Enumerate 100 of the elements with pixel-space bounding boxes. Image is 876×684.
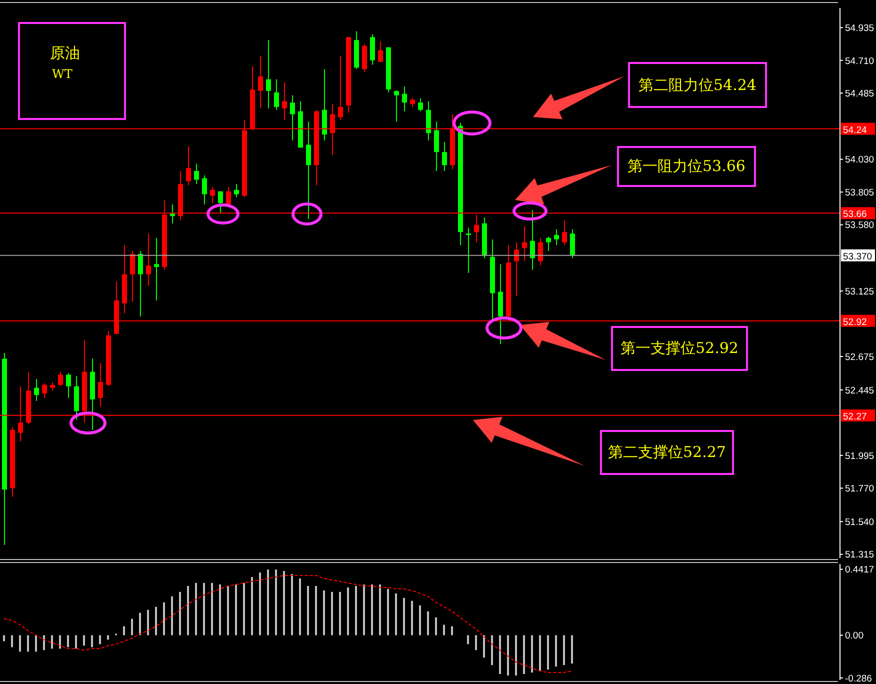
- bar: [315, 586, 317, 636]
- candlestick: [290, 94, 295, 141]
- annotation: 第二支撑位52.27: [600, 430, 734, 475]
- annotation: 第一阻力位53.66: [617, 146, 756, 187]
- bar: [267, 570, 269, 636]
- bar: [379, 584, 381, 636]
- bar: [363, 584, 365, 636]
- bar: [163, 602, 165, 636]
- bar: [235, 584, 237, 636]
- y-tick-label: 53.125: [845, 286, 874, 298]
- candlestick: [434, 120, 439, 172]
- candlestick: [98, 362, 103, 408]
- bar: [299, 578, 301, 636]
- candlestick: [466, 227, 471, 274]
- candlestick: [266, 40, 271, 109]
- y-tick-label: 0.00: [845, 630, 864, 642]
- y-tick-label: 54.485: [845, 88, 874, 100]
- bar: [251, 576, 253, 636]
- bar: [491, 635, 493, 666]
- y-tick-label: 51.770: [845, 484, 874, 495]
- bar: [11, 635, 13, 648]
- y-tick-label: 52.445: [845, 385, 874, 396]
- bar: [107, 635, 109, 640]
- bar: [499, 635, 501, 674]
- candlestick: [234, 184, 239, 198]
- bar: [35, 635, 37, 652]
- bar: [451, 626, 453, 636]
- bar: [147, 610, 149, 636]
- candlestick: [186, 146, 191, 186]
- bar: [155, 606, 157, 636]
- bar: [403, 598, 405, 636]
- candlestick: [570, 228, 575, 259]
- bar: [355, 586, 357, 636]
- candlestick: [218, 190, 223, 214]
- ref-line-label: 52.27: [843, 411, 867, 422]
- bar: [131, 618, 133, 636]
- bar: [371, 584, 373, 636]
- bar: [323, 590, 325, 636]
- bar: [3, 635, 5, 642]
- candlestick: [514, 242, 519, 297]
- bar: [291, 574, 293, 636]
- candlestick: [282, 82, 287, 121]
- bar: [331, 592, 333, 636]
- candlestick: [58, 371, 63, 387]
- ref-line-label: 54.24: [843, 124, 867, 136]
- y-tick-label: 0.4417: [845, 564, 874, 576]
- candlestick: [210, 186, 215, 204]
- bar: [67, 635, 69, 648]
- bar: [531, 635, 533, 673]
- y-tick-label: 54.935: [845, 23, 874, 34]
- candlestick: [546, 236, 551, 252]
- y-tick-label: 51.995: [845, 450, 874, 462]
- bar: [523, 635, 525, 674]
- annotation: WT: [52, 67, 72, 81]
- bar: [347, 587, 349, 636]
- bar: [283, 571, 285, 636]
- candlestick: [378, 40, 383, 62]
- candlestick: [338, 56, 343, 121]
- bar: [395, 593, 397, 636]
- bar: [91, 635, 93, 648]
- y-tick-label: -0.286: [845, 673, 872, 684]
- bar: [275, 570, 277, 636]
- line-series: [4, 574, 572, 674]
- candlestick: [442, 141, 447, 172]
- candlestick: [306, 120, 311, 220]
- candlestick: [274, 78, 279, 110]
- candlestick: [402, 86, 407, 112]
- candlestick: [258, 56, 263, 109]
- candlestick: [154, 237, 159, 301]
- annotation: 第二阻力位54.24: [628, 62, 767, 108]
- bar: [139, 612, 141, 636]
- y-tick-label: 53.805: [845, 187, 874, 198]
- bar: [83, 635, 85, 646]
- bar: [219, 584, 221, 636]
- bar: [515, 635, 517, 676]
- candlestick: [194, 163, 199, 185]
- y-tick-label: 52.675: [845, 352, 874, 363]
- bar: [555, 635, 557, 667]
- bar: [507, 635, 509, 676]
- bar: [483, 635, 485, 658]
- annotation: 原油: [50, 44, 80, 63]
- bar: [243, 582, 245, 636]
- candlestick: [418, 98, 423, 112]
- ref-line-label: 52.92: [843, 316, 867, 328]
- bar: [427, 611, 429, 636]
- bar: [171, 596, 173, 636]
- bar: [59, 635, 61, 649]
- ref-line-label: 53.370: [843, 251, 872, 262]
- candlestick: [394, 90, 399, 122]
- candlestick: [202, 174, 207, 205]
- candlestick: [146, 233, 151, 286]
- bar: [203, 582, 205, 636]
- bar: [211, 582, 213, 636]
- candlestick: [426, 100, 431, 141]
- candlestick: [538, 237, 543, 266]
- bar: [387, 588, 389, 636]
- y-tick-label: 51.540: [845, 516, 874, 528]
- candlestick: [530, 210, 535, 270]
- annotation: 第一支撑位52.92: [611, 326, 748, 371]
- bar: [547, 635, 549, 670]
